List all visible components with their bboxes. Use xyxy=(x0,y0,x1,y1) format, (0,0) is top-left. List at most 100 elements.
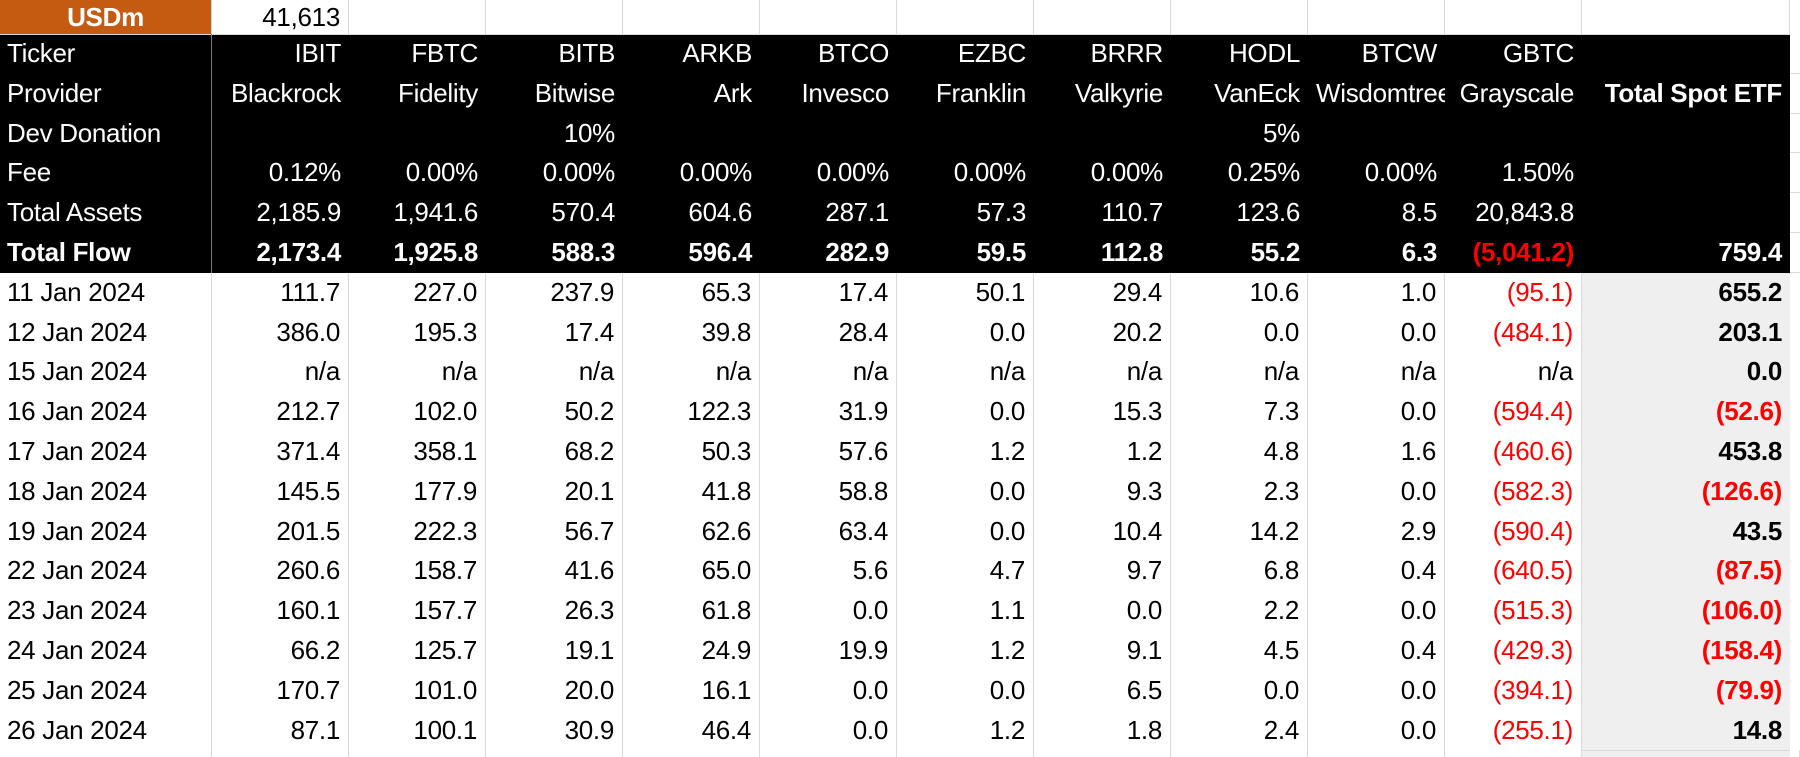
date-cell-19-jan-2024[interactable]: 19 Jan 2024 xyxy=(0,511,212,553)
date-cell-25-jan-2024[interactable]: 25 Jan 2024 xyxy=(0,670,212,712)
cell-19-jan-2024-ibit[interactable]: 201.5 xyxy=(212,511,349,553)
cell-26-jan-2024-ezbc[interactable]: 1.2 xyxy=(897,710,1034,752)
cell-18-jan-2024-brrr[interactable]: 9.3 xyxy=(1034,471,1171,513)
cell-22-jan-2024-ezbc[interactable]: 4.7 xyxy=(897,551,1034,593)
cell-22-jan-2024-fbtc[interactable]: 158.7 xyxy=(349,551,486,593)
cell-dev-donation-ibit[interactable] xyxy=(212,114,349,154)
cell-18-jan-2024-btcw[interactable]: 0.0 xyxy=(1308,471,1445,513)
cell-16-jan-2024-arkb[interactable]: 122.3 xyxy=(623,392,760,433)
cell-15-jan-2024-ezbc[interactable]: n/a xyxy=(897,352,1034,394)
cell-24-jan-2024-ibit[interactable]: 66.2 xyxy=(212,630,349,672)
empty-cell[interactable] xyxy=(1034,0,1171,35)
cell-11-jan-2024-btco[interactable]: 17.4 xyxy=(760,272,897,314)
cell-15-jan-2024-hodl[interactable]: n/a xyxy=(1171,352,1308,394)
cell-provider-hodl[interactable]: VanEck xyxy=(1214,77,1300,108)
cell-16-jan-2024-btcw[interactable]: 0.0 xyxy=(1308,392,1445,433)
cell-16-jan-2024-fbtc[interactable]: 102.0 xyxy=(349,392,486,433)
row-label-total-flow[interactable]: Total Flow xyxy=(0,232,212,273)
cell-provider-gbtc[interactable]: Grayscale xyxy=(1459,77,1575,108)
cell-11-jan-2024-gbtc[interactable]: (95.1) xyxy=(1445,272,1582,314)
cell-25-jan-2024-arkb[interactable]: 16.1 xyxy=(623,670,760,712)
cell-24-jan-2024-bitb[interactable]: 19.1 xyxy=(486,630,623,672)
total-cell-25-jan-2024[interactable]: (79.9) xyxy=(1582,670,1790,712)
cell-ticker-total[interactable] xyxy=(1582,34,1790,74)
cell-fee-fbtc[interactable]: 0.00% xyxy=(405,157,479,188)
cell-provider-btco[interactable]: Invesco xyxy=(801,77,889,108)
cell-15-jan-2024-fbtc[interactable]: n/a xyxy=(349,352,486,394)
cell-total-assets-hodl[interactable]: 123.6 xyxy=(1236,197,1300,228)
cell-fee-bitb[interactable]: 0.00% xyxy=(542,157,616,188)
cell-17-jan-2024-btco[interactable]: 57.6 xyxy=(760,431,897,473)
cell-16-jan-2024-hodl[interactable]: 7.3 xyxy=(1171,392,1308,433)
cell-18-jan-2024-arkb[interactable]: 41.8 xyxy=(623,471,760,513)
date-cell-15-jan-2024[interactable]: 15 Jan 2024 xyxy=(0,352,212,394)
cell-17-jan-2024-hodl[interactable]: 4.8 xyxy=(1171,431,1308,473)
cell-16-jan-2024-gbtc[interactable]: (594.4) xyxy=(1445,392,1582,433)
row-label-provider[interactable]: Provider xyxy=(0,73,212,114)
empty-cell[interactable] xyxy=(349,0,486,35)
cell-provider-btcw[interactable]: Wisdomtree xyxy=(1316,77,1445,108)
cell-17-jan-2024-fbtc[interactable]: 358.1 xyxy=(349,431,486,473)
cell-total-flow-bitb[interactable]: 588.3 xyxy=(551,236,615,267)
cell-22-jan-2024-btcw[interactable]: 0.4 xyxy=(1308,551,1445,593)
cell-ticker-arkb[interactable]: ARKB xyxy=(682,38,752,68)
row-label-dev-donation[interactable]: Dev Donation xyxy=(0,113,212,154)
cell-23-jan-2024-bitb[interactable]: 26.3 xyxy=(486,591,623,632)
date-cell-12-jan-2024[interactable]: 12 Jan 2024 xyxy=(0,312,212,354)
cell-26-jan-2024-bitb[interactable]: 30.9 xyxy=(486,710,623,752)
empty-cell[interactable] xyxy=(1308,0,1445,35)
cell-15-jan-2024-btcw[interactable]: n/a xyxy=(1308,352,1445,394)
cell-23-jan-2024-hodl[interactable]: 2.2 xyxy=(1171,591,1308,632)
cell-25-jan-2024-fbtc[interactable]: 101.0 xyxy=(349,670,486,712)
cell-26-jan-2024-hodl[interactable]: 2.4 xyxy=(1171,710,1308,752)
cell-19-jan-2024-hodl[interactable]: 14.2 xyxy=(1171,511,1308,553)
cell-16-jan-2024-btco[interactable]: 31.9 xyxy=(760,392,897,433)
cell-24-jan-2024-ezbc[interactable]: 1.2 xyxy=(897,630,1034,672)
cell-fee-hodl[interactable]: 0.25% xyxy=(1227,157,1301,188)
cell-26-jan-2024-gbtc[interactable]: (255.1) xyxy=(1445,710,1582,752)
cell-total-flow-ibit[interactable]: 2,173.4 xyxy=(256,236,341,267)
cell-ticker-fbtc[interactable]: FBTC xyxy=(411,38,478,68)
cell-12-jan-2024-arkb[interactable]: 39.8 xyxy=(623,312,760,354)
cell-19-jan-2024-bitb[interactable]: 56.7 xyxy=(486,511,623,553)
cell-provider-ezbc[interactable]: Franklin xyxy=(935,77,1026,108)
cell-total-flow-hodl[interactable]: 55.2 xyxy=(1250,236,1301,267)
cell-ticker-btco[interactable]: BTCO xyxy=(817,38,889,68)
cell-19-jan-2024-arkb[interactable]: 62.6 xyxy=(623,511,760,553)
cell-11-jan-2024-ibit[interactable]: 111.7 xyxy=(212,272,349,314)
date-cell-17-jan-2024[interactable]: 17 Jan 2024 xyxy=(0,431,212,473)
cell-fee-ezbc[interactable]: 0.00% xyxy=(953,157,1027,188)
cell-total-assets-bitb[interactable]: 570.4 xyxy=(551,197,615,228)
cell-fee-brrr[interactable]: 0.00% xyxy=(1090,157,1164,188)
cell-provider-fbtc[interactable]: Fidelity xyxy=(398,77,478,108)
cell-25-jan-2024-btcw[interactable]: 0.0 xyxy=(1308,670,1445,712)
cell-total-flow-ezbc[interactable]: 59.5 xyxy=(976,236,1027,267)
cell-17-jan-2024-ezbc[interactable]: 1.2 xyxy=(897,431,1034,473)
unit-label-cell[interactable]: USDm xyxy=(0,0,212,35)
cell-ticker-hodl[interactable]: HODL xyxy=(1228,38,1300,68)
cell-ticker-bitb[interactable]: BITB xyxy=(558,38,615,68)
cell-17-jan-2024-gbtc[interactable]: (460.6) xyxy=(1445,431,1582,473)
cell-19-jan-2024-btco[interactable]: 63.4 xyxy=(760,511,897,553)
cell-ticker-gbtc[interactable]: GBTC xyxy=(1502,38,1574,68)
unit-value-cell[interactable]: 41,613 xyxy=(212,0,349,35)
cell-25-jan-2024-ezbc[interactable]: 0.0 xyxy=(897,670,1034,712)
row-label-fee[interactable]: Fee xyxy=(0,153,212,194)
cell-fee-ibit[interactable]: 0.12% xyxy=(268,157,342,188)
cell-dev-donation-fbtc[interactable] xyxy=(349,114,486,154)
cell-ticker-ibit[interactable]: IBIT xyxy=(294,38,342,68)
cell-25-jan-2024-btco[interactable]: 0.0 xyxy=(760,670,897,712)
cell-total-assets-total[interactable] xyxy=(1582,193,1790,233)
cell-18-jan-2024-gbtc[interactable]: (582.3) xyxy=(1445,471,1582,513)
cell-11-jan-2024-hodl[interactable]: 10.6 xyxy=(1171,272,1308,314)
cell-12-jan-2024-bitb[interactable]: 17.4 xyxy=(486,312,623,354)
empty-cell[interactable] xyxy=(486,0,623,35)
cell-provider-total[interactable]: Total Spot ETF xyxy=(1604,77,1783,108)
row-label-total-assets[interactable]: Total Assets xyxy=(0,193,212,233)
cell-17-jan-2024-ibit[interactable]: 371.4 xyxy=(212,431,349,473)
cell-23-jan-2024-ezbc[interactable]: 1.1 xyxy=(897,591,1034,632)
cell-25-jan-2024-gbtc[interactable]: (394.1) xyxy=(1445,670,1582,712)
cell-15-jan-2024-brrr[interactable]: n/a xyxy=(1034,352,1171,394)
cell-total-flow-btcw[interactable]: 6.3 xyxy=(1401,236,1438,267)
cell-25-jan-2024-brrr[interactable]: 6.5 xyxy=(1034,670,1171,712)
